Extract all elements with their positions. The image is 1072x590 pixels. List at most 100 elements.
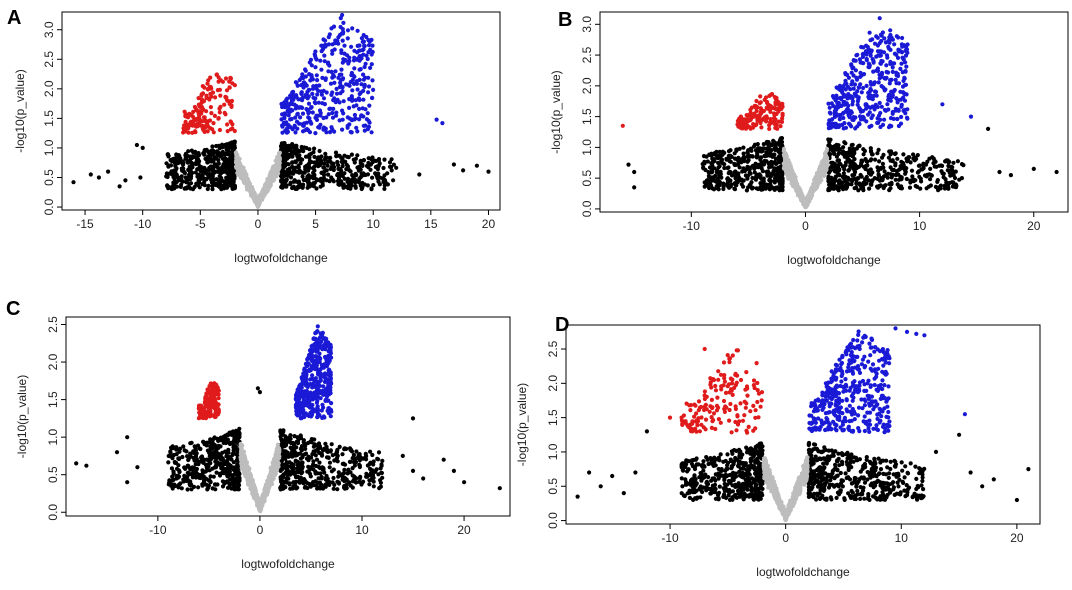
point-center: [273, 158, 278, 163]
point-notsig: [919, 179, 924, 184]
point-down: [758, 120, 763, 126]
point-notsig: [321, 165, 327, 170]
point-up: [850, 66, 855, 71]
point-notsig: [209, 148, 214, 153]
point-up: [300, 122, 305, 127]
point-notsig: [314, 186, 319, 191]
point-notsig: [859, 174, 864, 179]
point-down: [208, 105, 213, 110]
point-notsig: [835, 168, 840, 173]
point-notsig: [767, 165, 772, 170]
point-up: [349, 44, 354, 49]
point-down: [224, 95, 229, 100]
point-up: [314, 73, 319, 78]
point-up: [846, 121, 852, 126]
y-tick-label: 1.5: [42, 110, 56, 127]
point-notsig: [229, 150, 234, 155]
point-down: [202, 115, 207, 120]
point-notsig: [361, 158, 366, 163]
point-notsig: [217, 174, 222, 179]
point-notsig: [903, 169, 908, 174]
point-up: [363, 61, 368, 66]
point-up: [875, 116, 880, 121]
point-up: [843, 72, 848, 77]
point-up: [872, 80, 877, 85]
point-notsig: [349, 152, 354, 157]
point-notsig: [166, 153, 171, 158]
point-up: [353, 116, 358, 121]
point-center: [784, 155, 789, 160]
point-notsig: [451, 162, 456, 167]
point-notsig: [291, 171, 296, 176]
point-center: [274, 170, 279, 175]
point-notsig: [351, 157, 356, 162]
point-notsig: [831, 162, 836, 167]
point-up: [317, 108, 323, 113]
point-up: [318, 113, 323, 118]
point-up: [859, 44, 864, 50]
point-down: [195, 121, 201, 126]
point-up: [900, 35, 905, 41]
x-tick-label: 15: [424, 217, 438, 231]
point-up: [313, 55, 318, 61]
point-notsig: [779, 143, 785, 148]
point-notsig: [870, 152, 875, 157]
point-up: [347, 58, 352, 64]
point-up: [898, 66, 903, 71]
point-notsig: [359, 186, 364, 192]
point-down: [217, 110, 222, 115]
point-notsig: [375, 164, 380, 169]
point-notsig: [358, 183, 363, 188]
point-center: [268, 180, 273, 186]
x-tick-label: -5: [195, 217, 206, 231]
point-notsig: [759, 149, 764, 154]
point-center: [811, 185, 816, 190]
point-up: [300, 95, 305, 100]
point-center: [802, 198, 807, 204]
point-up: [886, 125, 892, 130]
point-notsig: [201, 150, 206, 155]
point-notsig: [776, 186, 781, 191]
point-up: [362, 43, 367, 49]
point-notsig: [327, 158, 332, 164]
point-notsig: [708, 180, 713, 185]
point-notsig: [852, 172, 857, 177]
point-up: [345, 115, 350, 120]
point-down: [751, 114, 757, 119]
point-up: [877, 53, 882, 58]
point-notsig: [727, 185, 732, 190]
point-notsig: [827, 187, 832, 192]
point-up: [339, 72, 344, 77]
point-down: [205, 87, 210, 92]
point-up: [841, 115, 846, 121]
point-up: [331, 72, 336, 78]
point-notsig: [875, 165, 880, 170]
point-up: [326, 60, 331, 65]
point-notsig: [303, 164, 308, 169]
y-tick-label: 1.0: [580, 139, 594, 156]
point-down: [229, 98, 235, 104]
point-notsig: [734, 183, 739, 188]
point-up: [843, 81, 848, 86]
point-down: [620, 123, 625, 128]
point-notsig: [754, 174, 759, 179]
point-notsig: [192, 184, 197, 190]
point-up: [903, 53, 909, 58]
point-notsig: [907, 185, 913, 190]
point-down: [208, 75, 213, 80]
point-up: [333, 41, 338, 46]
point-down: [216, 79, 221, 84]
point-notsig: [196, 166, 201, 171]
point-up: [859, 90, 864, 95]
point-notsig: [758, 157, 763, 162]
point-notsig: [864, 181, 869, 186]
point-notsig: [875, 176, 880, 181]
point-center: [824, 146, 830, 152]
point-notsig: [169, 171, 174, 176]
point-up: [871, 69, 876, 74]
point-notsig: [301, 177, 306, 183]
point-notsig: [183, 151, 188, 156]
point-notsig: [887, 188, 892, 193]
point-notsig: [293, 459, 298, 464]
point-notsig: [368, 167, 373, 172]
